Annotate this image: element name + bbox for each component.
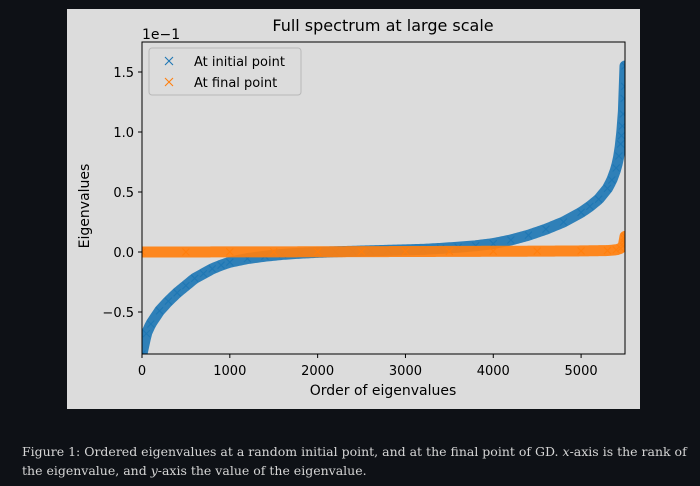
series-2-point xyxy=(619,242,625,250)
series-1-point xyxy=(164,297,173,306)
eigenvalue-chart: 0 1000 2000 3000 4000 5000 −0.5 0.0 0.5 1.0 1.5 F… xyxy=(77,16,626,399)
series-2-point xyxy=(225,247,234,256)
plot-frame xyxy=(141,41,626,355)
series-2-markers xyxy=(142,230,625,258)
figure-caption: Figure 1: Ordered eigenvalues at a rando… xyxy=(22,442,692,480)
series-layer xyxy=(142,60,625,354)
caption-suffix: -axis the value of the eigenvalue. xyxy=(157,463,367,478)
series-1-point xyxy=(173,288,182,297)
series-2-point xyxy=(603,246,612,255)
series-2-band xyxy=(142,230,625,258)
x-axis-label: Order of eigenvalues xyxy=(310,383,457,399)
series-2-point xyxy=(577,247,585,255)
series-1-point xyxy=(182,281,190,290)
series-2-point xyxy=(269,247,278,256)
series-1-point xyxy=(612,164,621,172)
x-tick-label: 2000 xyxy=(301,364,334,379)
legend-marker-2 xyxy=(164,77,174,87)
legend: At initial point At final point xyxy=(148,47,302,96)
series-1-point xyxy=(146,320,155,328)
y-tick-label: 0.5 xyxy=(113,186,134,201)
legend-marker-1 xyxy=(164,56,174,66)
series-2-point xyxy=(142,248,146,256)
caption-y-var: y xyxy=(150,463,158,478)
series-1-point xyxy=(616,140,625,148)
chart-title: Full spectrum at large scale xyxy=(272,16,493,35)
series-1-point xyxy=(620,94,625,103)
y-tick-label: 0.0 xyxy=(113,246,134,261)
series-1-point xyxy=(190,274,199,283)
series-1-band xyxy=(142,60,625,354)
legend-box xyxy=(148,47,302,96)
series-1-point xyxy=(208,264,217,273)
series-1-point xyxy=(585,202,594,211)
x-tick-label: 1000 xyxy=(213,364,246,379)
series-2-point xyxy=(357,247,366,256)
caption-x-var: x xyxy=(562,444,570,459)
series-1-point xyxy=(524,231,533,240)
legend-label-1: At initial point xyxy=(194,55,285,70)
series-1-point xyxy=(199,269,208,278)
series-1-point xyxy=(621,62,625,70)
y-tick-label: 1.5 xyxy=(113,66,134,81)
y-axis-label: Eigenvalues xyxy=(77,164,93,249)
series-1-point xyxy=(607,176,616,184)
series-1-point xyxy=(559,218,568,226)
series-1-point xyxy=(142,329,151,338)
x-tick-label: 4000 xyxy=(477,364,510,379)
series-1-point xyxy=(142,350,146,354)
series-1-point xyxy=(506,236,515,244)
figure-panel: 0 1000 2000 3000 4000 5000 −0.5 0.0 0.5 1.0 1.5 F… xyxy=(67,9,640,409)
series-2-point xyxy=(489,247,498,256)
series-1-point xyxy=(617,131,625,140)
series-2-point xyxy=(621,232,625,241)
y-tick-label: −0.5 xyxy=(102,306,134,321)
series-1-point xyxy=(217,261,225,270)
x-tick-label: 5000 xyxy=(565,364,598,379)
series-1-point xyxy=(225,258,234,267)
series-1-point xyxy=(594,195,603,204)
series-1-point xyxy=(577,208,585,217)
y-axis-ticks: −0.5 0.0 0.5 1.0 1.5 xyxy=(102,66,142,321)
x-tick-label: 3000 xyxy=(389,364,422,379)
caption-middle: -axis is the rank of the eigenvalue, and xyxy=(22,444,687,478)
series-2-point xyxy=(401,247,410,256)
y-tick-label: 1.0 xyxy=(113,126,134,141)
series-1-point xyxy=(614,152,623,160)
series-2-point xyxy=(445,247,454,256)
series-2-point xyxy=(182,248,190,256)
x-axis-ticks: 0 1000 2000 3000 4000 5000 xyxy=(138,354,598,379)
series-1-point xyxy=(542,225,550,234)
legend-label-2: At final point xyxy=(194,76,277,91)
series-1-markers xyxy=(142,60,625,354)
series-1-point xyxy=(619,110,625,118)
x-tick-label: 0 xyxy=(138,364,146,379)
y-scale-label: 1e−1 xyxy=(142,27,180,43)
series-1-point xyxy=(155,306,164,315)
caption-prefix: Figure 1: Ordered eigenvalues at a rando… xyxy=(22,444,563,459)
series-1-point xyxy=(603,184,612,193)
series-2-point xyxy=(533,247,542,256)
series-2-point xyxy=(313,247,322,256)
series-2-point xyxy=(612,245,621,254)
